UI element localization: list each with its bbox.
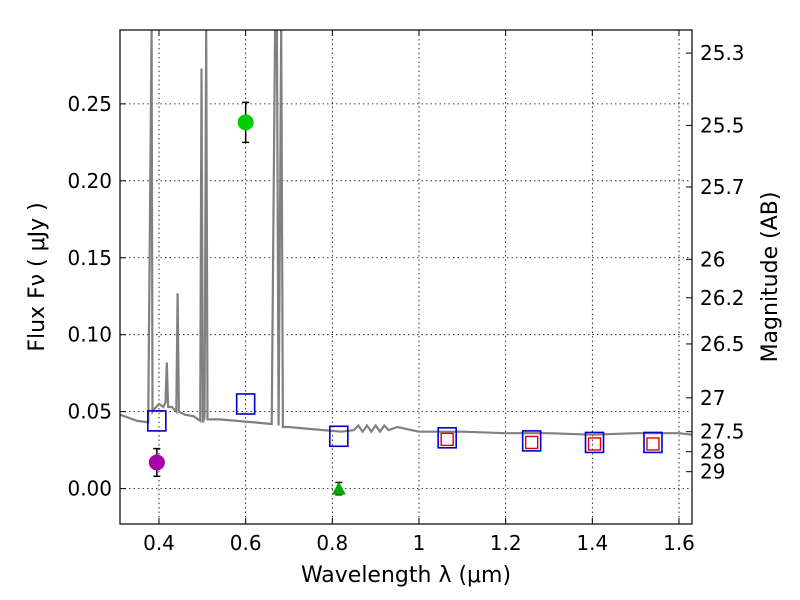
- y2-tick-label: 25.7: [700, 175, 745, 199]
- y2-tick-label: 29: [700, 460, 725, 484]
- y-tick-label: 0.20: [67, 169, 112, 193]
- model-photometry-square: [437, 427, 457, 449]
- y2-axis-title: Magnitude (AB): [758, 192, 783, 363]
- y-axis-title: Flux Fν ( μJy ): [25, 202, 50, 351]
- y2-tick-label: 27: [700, 386, 725, 410]
- y-tick-label: 0.05: [67, 400, 112, 424]
- x-tick-label: 0.6: [230, 531, 262, 555]
- observed-nir-square: [587, 437, 602, 451]
- observed-nir-square: [440, 432, 454, 447]
- x-axis-title: Wavelength λ (μm): [301, 563, 511, 588]
- model-photometry-square: [521, 430, 542, 452]
- y2-tick-label: 28: [700, 440, 725, 464]
- y-tick-label: 0.10: [67, 323, 112, 347]
- y-tick-label: 0.25: [67, 92, 112, 116]
- y2-tick-label: 25.3: [700, 41, 745, 65]
- observed-point-circle: [237, 114, 254, 131]
- spectrum-line: [120, 30, 692, 436]
- observed-point-triangle: [331, 481, 346, 495]
- x-tick-label: 1.4: [576, 531, 608, 555]
- model-photometry-square: [643, 431, 663, 454]
- x-tick-label: 0.8: [316, 531, 348, 555]
- x-tick-label: 1.6: [663, 531, 695, 555]
- y-tick-label: 0.00: [67, 477, 112, 501]
- model-photometry-square: [235, 393, 256, 415]
- y2-tick-label: 26: [700, 247, 725, 271]
- model-photometry-square: [147, 410, 167, 432]
- y2-tick-label: 26.2: [700, 286, 745, 310]
- x-tick-label: 1.2: [490, 531, 522, 555]
- axis-ticks: 0.4 0.6 0.8 1 1.2 1.4 1.6 0.00 0.05 0.10 0.15 0.20 0…: [67, 30, 745, 555]
- model-photometry-square: [329, 425, 349, 448]
- data-markers: [147, 101, 663, 496]
- observed-point-circle: [148, 454, 165, 471]
- plot-frame: [119, 29, 693, 525]
- y2-tick-label: 25.5: [700, 113, 745, 137]
- x-tick-label: 1: [413, 531, 426, 555]
- y2-tick-label: 26.5: [700, 332, 745, 356]
- x-tick-label: 0.4: [143, 531, 175, 555]
- y-tick-label: 0.15: [67, 246, 112, 270]
- model-spectrum: [120, 30, 692, 436]
- observed-nir-square: [646, 437, 660, 451]
- model-photometry-square: [584, 431, 605, 454]
- y2-tick-label: 27.5: [700, 420, 745, 444]
- observed-nir-square: [524, 435, 539, 450]
